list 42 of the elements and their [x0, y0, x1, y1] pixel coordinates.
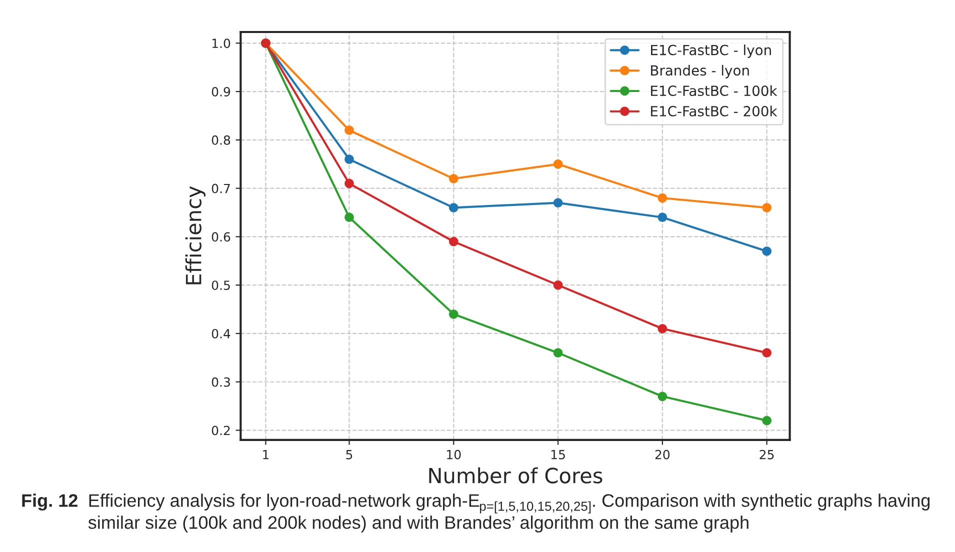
legend-label: E1C-FastBC - lyon: [651, 44, 771, 58]
point: [448, 174, 458, 184]
x-tick-label: 5: [346, 450, 352, 460]
x-tick-label: 25: [760, 450, 774, 460]
point: [344, 126, 354, 135]
point: [344, 154, 354, 164]
y-tick-label: 0.4: [212, 328, 230, 338]
legend-label: E1C-FastBC - 100k: [651, 85, 778, 96]
point: [762, 202, 772, 212]
x-tick-label: 15: [551, 450, 565, 460]
y-tick-label: 0.3: [212, 377, 230, 387]
x-tick-label: 20: [655, 450, 670, 460]
x-tick-label: 1: [263, 450, 269, 460]
point: [762, 348, 772, 358]
x-axis-title: Number of Cores: [429, 467, 602, 484]
y-axis-title: Efficiency: [185, 186, 206, 284]
point: [553, 348, 563, 358]
point: [762, 416, 772, 426]
point: [344, 178, 354, 188]
legend-label: Brandes - lyon: [651, 64, 749, 78]
point: [553, 198, 563, 208]
y-tick-label: 0.7: [212, 184, 230, 194]
y-tick-label: 1.0: [212, 38, 230, 48]
point: [344, 212, 354, 222]
y-tick-label: 0.9: [212, 87, 230, 96]
caption: Fig. 12: [22, 494, 78, 511]
point: [553, 280, 563, 290]
point: [658, 212, 668, 222]
point: [762, 246, 772, 256]
point: [658, 324, 668, 334]
point: [658, 193, 668, 203]
y-tick-label: 0.8: [212, 135, 230, 145]
point: [448, 236, 458, 246]
point: [553, 159, 563, 169]
y-tick-label: 0.2: [212, 426, 230, 436]
point: [658, 392, 668, 402]
point: [448, 202, 458, 212]
x-tick-label: 10: [447, 450, 461, 460]
legend-label: E1C-FastBC - 200k: [651, 106, 778, 116]
y-tick-label: 0.5: [212, 280, 230, 290]
y-tick-label: 0.6: [212, 232, 230, 242]
point: [448, 309, 458, 319]
